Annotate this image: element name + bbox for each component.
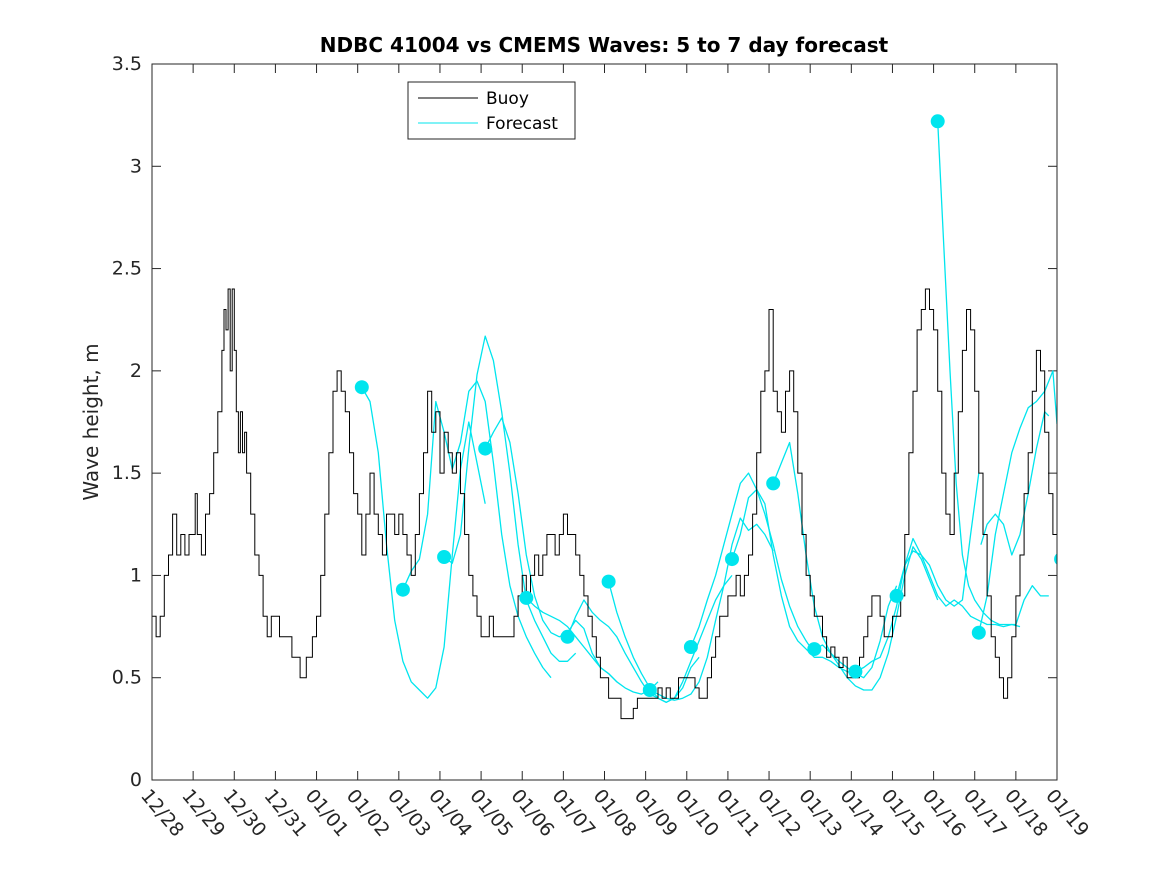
x-tick-label: 12/29: [177, 785, 229, 841]
x-tick-label: 01/01: [301, 785, 353, 841]
forecast-series-line: [731, 488, 856, 675]
legend-label-buoy: Buoy: [486, 89, 529, 109]
series-layer: [152, 114, 1102, 720]
y-tick-label: 1.5: [112, 462, 142, 484]
forecast-start-point: [930, 114, 945, 129]
x-tick-label: 12/31: [260, 785, 312, 841]
y-tick-label: 0: [130, 769, 142, 791]
y-axis-label: Wave height, m: [79, 343, 103, 500]
forecast-series-line: [525, 597, 659, 695]
x-tick-label: 01/13: [794, 785, 846, 841]
forecast-start-point: [395, 582, 410, 597]
forecast-series-line: [1061, 524, 1102, 559]
chart-title: NDBC 41004 vs CMEMS Waves: 5 to 7 day fo…: [320, 33, 889, 57]
forecast-series-line: [484, 417, 618, 683]
buoy-series-line: [152, 288, 1057, 720]
x-tick-label: 01/17: [959, 785, 1011, 841]
forecast-start-point: [848, 664, 863, 679]
x-tick-label: 12/28: [136, 785, 188, 841]
y-axis: 0 0.5 1 1.5 2 2.5 3 3.5: [112, 53, 1057, 791]
forecast-series-line: [895, 550, 1021, 628]
y-tick-label: 1: [130, 564, 142, 586]
x-tick-label: 01/03: [383, 785, 435, 841]
forecast-series-line: [690, 472, 815, 654]
x-tick-label: 01/19: [1041, 785, 1093, 841]
forecast-start-point: [601, 574, 616, 589]
forecast-series-line: [443, 335, 577, 662]
forecast-start-point: [519, 590, 534, 605]
forecast-series-line: [978, 370, 1057, 633]
y-tick-label: 3.5: [112, 53, 142, 75]
forecast-series-line: [980, 411, 1050, 556]
plot-clip-region: [152, 114, 1102, 720]
y-tick-label: 2: [130, 360, 142, 382]
forecast-start-point: [889, 588, 904, 603]
x-tick-label: 01/08: [589, 785, 641, 841]
y-tick-label: 2.5: [112, 258, 142, 280]
forecast-start-point: [766, 476, 781, 491]
forecast-series-line: [937, 121, 1049, 626]
x-tick-label: 01/11: [712, 785, 764, 841]
forecast-start-point: [354, 380, 369, 395]
x-tick-label: 01/12: [753, 785, 805, 841]
x-tick-label: 01/09: [630, 785, 682, 841]
forecast-start-point: [437, 550, 452, 564]
legend-box: [407, 81, 576, 140]
legend-label-forecast: Forecast: [486, 114, 558, 134]
plot-frame: [151, 63, 1058, 781]
forecast-start-point: [1054, 553, 1057, 565]
forecast-start-point: [971, 625, 986, 640]
x-tick-label: 01/05: [465, 785, 517, 841]
forecast-start-point: [478, 441, 493, 456]
x-tick-label: 01/02: [342, 785, 394, 841]
legend: Buoy Forecast: [407, 81, 576, 140]
x-tick-label: 01/07: [548, 785, 600, 841]
forecast-start-point: [807, 642, 822, 657]
y-tick-label: 0.5: [112, 667, 142, 689]
y-tick-label: 3: [130, 155, 142, 177]
x-tick-label: 01/14: [835, 785, 887, 841]
x-tick-label: 01/06: [506, 785, 558, 841]
forecast-series-line: [402, 380, 552, 679]
forecast-series-line: [607, 574, 733, 703]
forecast-start-point: [642, 683, 657, 697]
forecast-start-point: [725, 552, 739, 567]
plot-area: [152, 64, 1057, 780]
x-tick-label: 01/04: [424, 785, 476, 841]
x-tick-label: 01/15: [877, 785, 929, 841]
x-tick-label: 01/16: [918, 785, 970, 841]
forecast-series-line: [361, 386, 486, 699]
x-tick-label: 12/30: [218, 785, 270, 841]
forecast-start-point: [683, 640, 698, 654]
x-tick-label: 01/10: [671, 785, 723, 841]
x-tick-label: 01/18: [1000, 785, 1052, 841]
forecast-series-line: [566, 599, 700, 703]
forecast-start-point: [560, 629, 575, 644]
